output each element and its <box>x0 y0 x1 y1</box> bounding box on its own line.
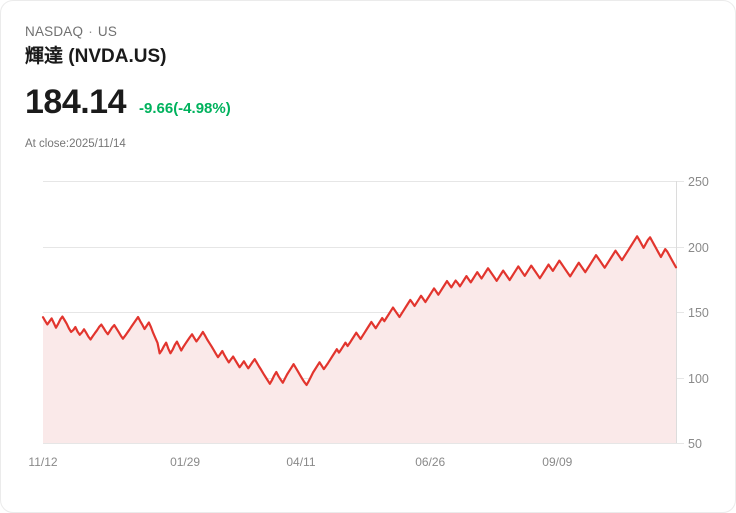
y-axis-tick-label: 50 <box>688 437 702 451</box>
region-name: US <box>97 24 118 39</box>
chart-area-fill <box>43 236 676 443</box>
chart-x-axis-labels: 11/12 01/29 04/11 06/26 09/09 <box>28 455 572 469</box>
chart-price-line <box>41 235 678 387</box>
x-axis-tick-label: 11/12 <box>28 455 57 469</box>
page-title: 輝達 (NVDA.US) <box>25 46 167 67</box>
x-axis-tick-label: 04/11 <box>286 455 315 469</box>
y-axis-tick-label: 250 <box>688 175 709 189</box>
exchange-row: NASDAQ · US <box>25 23 231 41</box>
x-axis-tick-label: 09/09 <box>542 455 572 469</box>
price-row: 184.14 -9.66(-4.98%) <box>25 82 231 122</box>
chart-y-axis-labels: 50 100 150 200 250 <box>688 175 709 451</box>
market-status-note: At close:2025/11/14 <box>25 138 126 150</box>
y-axis-tick-label: 150 <box>688 306 709 320</box>
price-chart[interactable]: 50 100 150 200 250 11/12 01/29 04/11 06/26 09/09 <box>1 161 736 481</box>
y-axis-tick-label: 100 <box>688 372 709 386</box>
x-axis-tick-label: 06/26 <box>415 455 445 469</box>
price-chart-svg[interactable]: 50 100 150 200 250 11/12 01/29 04/11 06/26 09/09 <box>1 161 736 481</box>
exchange-name: NASDAQ <box>25 24 84 39</box>
last-price: 184.14 <box>25 83 127 121</box>
x-axis-tick-label: 01/29 <box>170 455 200 469</box>
exchange-separator: · <box>88 24 93 39</box>
area-fill-path <box>43 236 676 443</box>
quote-header: NASDAQ · US 輝達 (NVDA.US) 184.14 -9.66(-4.9… <box>25 23 231 152</box>
y-axis-tick-label: 200 <box>688 241 709 255</box>
price-line-path <box>41 235 678 387</box>
price-change: -9.66(-4.98%) <box>139 100 231 117</box>
